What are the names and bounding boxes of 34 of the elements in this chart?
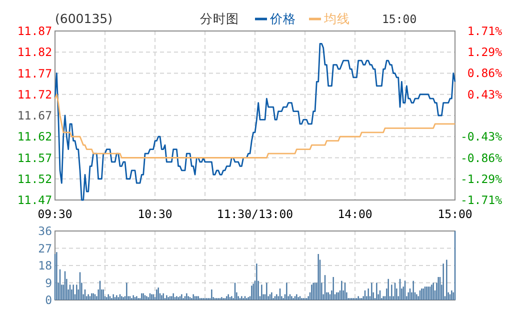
- y2-tick-label: -1.29%: [460, 172, 502, 186]
- x-tick-label: 11:30/13:00: [216, 207, 294, 221]
- line-series: [54, 42, 456, 201]
- y-tick-label: 18: [38, 258, 52, 272]
- y-tick-label: 0: [45, 293, 52, 307]
- y-tick-label: 11.72: [17, 87, 52, 102]
- y2-tick-label: -0.86%: [460, 150, 502, 165]
- y-tick-label: 11.87: [17, 24, 52, 38]
- y-tick-label: 11.82: [17, 45, 52, 60]
- chart-title: (600135): [55, 11, 112, 26]
- y-tick-label: 11.52: [17, 172, 52, 186]
- y-tick-label: 27: [38, 241, 52, 256]
- text: 15:00: [382, 12, 417, 26]
- legend-label: 价格: [269, 11, 296, 26]
- y-tick-label: 36: [38, 224, 52, 238]
- y-tick-label: 9: [45, 276, 52, 290]
- x-tick-label: 15:00: [438, 207, 472, 221]
- y-tick-label: 11.57: [17, 150, 52, 165]
- y-tick-label: 11.47: [17, 193, 52, 207]
- x-tick-label: 14:00: [338, 207, 372, 221]
- x-tick-label: 09:30: [38, 207, 72, 221]
- legend-label: 均线: [323, 11, 350, 26]
- y2-tick-label: 1.29%: [467, 44, 502, 59]
- y2-tick-label: 1.71%: [467, 24, 502, 38]
- y2-tick-label: 0.86%: [467, 66, 502, 80]
- y2-tick-label: -0.43%: [460, 130, 502, 144]
- y2-tick-label: 0.43%: [467, 87, 502, 102]
- x-tick-label: 10:30: [138, 207, 172, 221]
- y-tick-label: 11.77: [17, 66, 52, 80]
- chart-subtitle: 分时图: [200, 11, 239, 26]
- y-tick-label: 11.67: [17, 108, 52, 122]
- line-series: [54, 94, 456, 158]
- y2-tick-label: -1.71%: [460, 193, 502, 207]
- y-tick-label: 11.62: [17, 130, 52, 144]
